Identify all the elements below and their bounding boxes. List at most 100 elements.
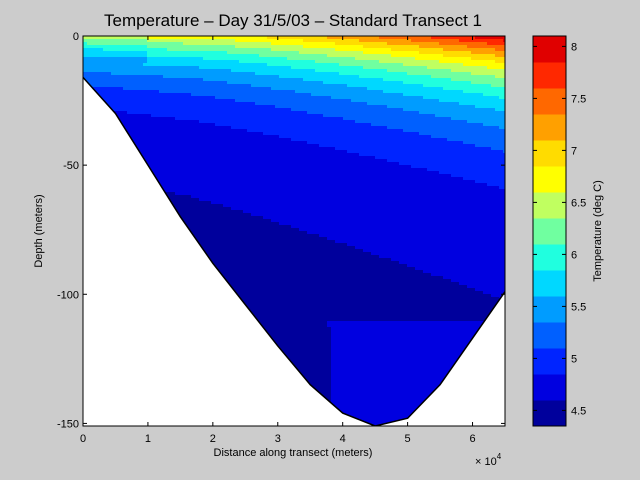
contour-cell <box>267 48 272 58</box>
contour-cell <box>395 39 400 46</box>
contour-cell <box>107 87 112 112</box>
contour-cell <box>171 36 176 40</box>
contour-cell <box>443 57 448 64</box>
contour-cell <box>475 93 480 109</box>
contour-cell <box>355 123 360 154</box>
contour-cell <box>263 135 268 220</box>
contour-cell <box>147 114 152 187</box>
contour-cell <box>431 276 436 322</box>
contour-cell <box>243 36 248 43</box>
contour-cell <box>191 66 196 79</box>
contour-cell <box>415 51 420 61</box>
contour-cell <box>383 63 388 70</box>
contour-cell <box>347 321 352 426</box>
contour-cell <box>143 90 148 115</box>
contour-cell <box>383 126 388 160</box>
contour-cell <box>471 105 476 124</box>
contour-cell <box>479 54 484 61</box>
contour-cell <box>315 234 320 426</box>
contour-cell <box>411 321 416 426</box>
contour-cell <box>455 102 460 121</box>
contour-cell <box>367 54 372 61</box>
contour-cell <box>179 78 184 94</box>
contour-cell <box>279 57 284 67</box>
contour-cell <box>291 69 296 79</box>
contour-cell <box>431 99 436 115</box>
contour-cell <box>479 93 484 109</box>
contour-cell <box>475 75 480 85</box>
contour-cell <box>131 90 136 115</box>
contour-cell <box>271 36 276 40</box>
contour-cell <box>411 168 416 268</box>
contour-cell <box>151 48 156 58</box>
contour-cell <box>115 36 120 40</box>
contour-cell <box>475 39 480 43</box>
contour-cell <box>447 57 452 64</box>
contour-cell <box>475 84 480 94</box>
contour-cell <box>403 84 408 97</box>
contour-cell <box>371 69 376 79</box>
contour-cell <box>283 66 288 79</box>
contour-cell <box>427 171 432 274</box>
contour-cell <box>419 60 424 67</box>
contour-cell <box>291 141 296 229</box>
contour-cell <box>175 36 180 40</box>
contour-cell <box>275 222 280 426</box>
contour-cell <box>455 177 460 283</box>
contour-cell <box>223 39 228 46</box>
contour-cell <box>295 228 300 426</box>
contour-cell <box>155 57 160 67</box>
contour-cell <box>327 147 332 241</box>
contour-cell <box>351 120 356 154</box>
contour-cell <box>119 39 124 46</box>
contour-cell <box>227 54 232 61</box>
contour-cell <box>491 108 496 127</box>
contour-cell <box>295 39 300 46</box>
contour-cell <box>223 51 228 61</box>
x-tick-label: 2 <box>210 433 216 445</box>
contour-cell <box>83 57 88 73</box>
contour-cell <box>203 39 208 46</box>
contour-cell <box>243 63 248 73</box>
contour-cell <box>219 36 224 40</box>
contour-cell <box>319 81 324 97</box>
contour-cell <box>183 78 188 94</box>
contour-cell <box>291 36 296 40</box>
contour-cell <box>111 39 116 46</box>
contour-cell <box>395 72 400 82</box>
contour-cell <box>343 150 348 244</box>
contour-cell <box>239 129 244 211</box>
contour-cell <box>335 117 340 151</box>
contour-cell <box>439 45 444 49</box>
contour-cell <box>243 42 248 49</box>
contour-cell <box>263 36 268 43</box>
contour-cell <box>303 42 308 49</box>
contour-cell <box>359 51 364 61</box>
contour-cell <box>275 45 280 52</box>
contour-cell <box>243 48 248 55</box>
contour-cell <box>319 48 324 55</box>
contour-cell <box>231 99 236 130</box>
contour-cell <box>423 87 428 100</box>
contour-cell <box>419 54 424 61</box>
contour-cell <box>147 57 152 67</box>
contour-cell <box>323 117 328 148</box>
contour-cell <box>263 75 268 88</box>
contour-cell <box>207 96 212 124</box>
contour-cell <box>355 66 360 76</box>
contour-cell <box>463 93 468 106</box>
contour-cell <box>287 36 292 40</box>
contour-cell <box>179 42 184 52</box>
contour-cell <box>335 99 340 118</box>
contour-cell <box>439 36 444 40</box>
contour-cell <box>351 87 356 103</box>
contour-cell <box>447 117 452 142</box>
contour-cell <box>147 75 152 91</box>
contour-cell <box>99 45 104 49</box>
contour-cell <box>371 321 376 426</box>
contour-cell <box>403 36 408 40</box>
contour-cell <box>335 51 340 58</box>
contour-cell <box>339 36 344 40</box>
contour-cell <box>199 39 204 46</box>
contour-cell <box>259 75 264 88</box>
